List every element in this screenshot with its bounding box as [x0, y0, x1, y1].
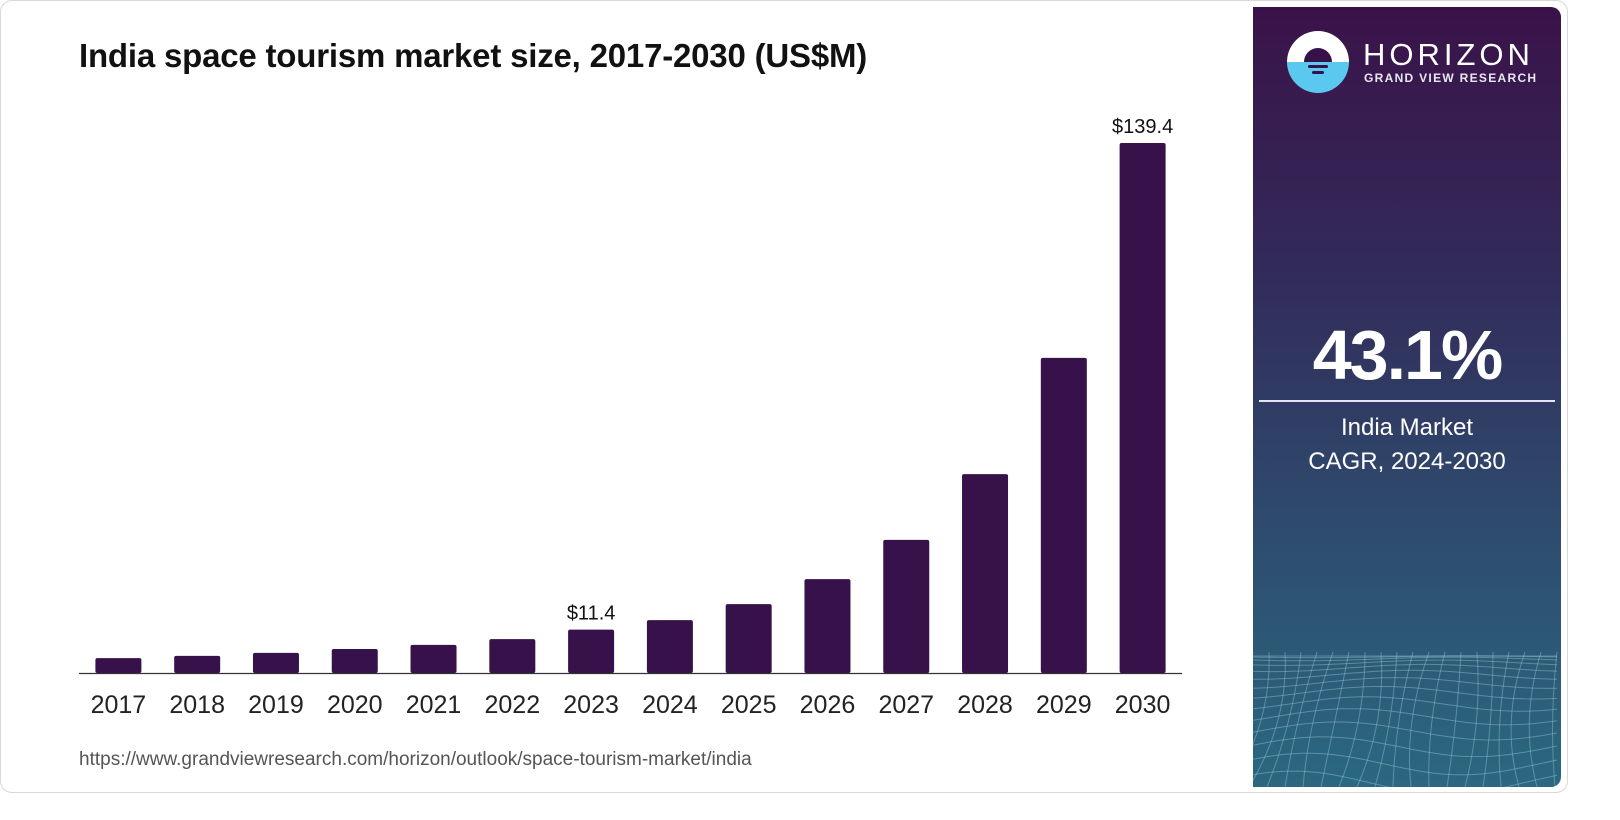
- bar-2026: [804, 579, 851, 673]
- mesh-line: [1338, 652, 1366, 787]
- bar-2025: [725, 604, 772, 673]
- bar-2030: [1119, 143, 1166, 673]
- x-tick-label: 2022: [485, 691, 541, 719]
- mesh-line: [1253, 708, 1558, 726]
- mesh-line: [1253, 736, 1558, 758]
- mesh-line: [1253, 652, 1270, 746]
- mesh-line: [1464, 652, 1479, 787]
- x-tick-label: 2028: [957, 691, 1013, 719]
- x-tick-label: 2025: [721, 691, 777, 719]
- bar-2022: [489, 639, 536, 673]
- mesh-line: [1302, 652, 1334, 787]
- mesh-line: [1253, 655, 1558, 659]
- chart-title: India space tourism market size, 2017-20…: [79, 37, 868, 74]
- bar-2021: [410, 644, 457, 673]
- mesh-line: [1482, 652, 1494, 787]
- x-tick-label: 2019: [248, 691, 304, 719]
- bar-2018: [174, 655, 221, 673]
- mesh-line: [1392, 652, 1414, 787]
- mesh-line: [1253, 752, 1558, 776]
- x-tick-label: 2018: [169, 691, 225, 719]
- bar-2028: [962, 474, 1009, 673]
- x-tick-label: 2026: [800, 691, 856, 719]
- mesh-line: [1253, 652, 1286, 782]
- bar-2019: [252, 652, 299, 673]
- mesh-line: [1510, 652, 1526, 787]
- mesh-line: [1409, 652, 1430, 787]
- bar-2029: [1040, 357, 1087, 673]
- horizon-sun-logo-icon: [1287, 31, 1349, 93]
- x-tick-label: 2017: [91, 691, 147, 719]
- chart-card: India space tourism market size, 2017-20…: [0, 0, 1568, 793]
- mesh-line: [1552, 652, 1558, 787]
- data-label-2023: $11.4: [567, 603, 616, 625]
- mesh-line: [1320, 652, 1350, 787]
- x-tick-label: 2020: [327, 691, 383, 719]
- brand-name: HORIZON: [1363, 37, 1534, 72]
- mesh-line: [1253, 663, 1558, 673]
- mesh-line: [1446, 652, 1462, 787]
- cagr-label-line1: India Market: [1340, 414, 1474, 441]
- bar-2017: [95, 658, 142, 673]
- mesh-line: [1253, 721, 1558, 741]
- mesh-line: [1253, 770, 1558, 787]
- mesh-line: [1253, 669, 1558, 680]
- mesh-line: [1374, 652, 1398, 787]
- bar-2027: [883, 539, 930, 673]
- mesh-line: [1356, 652, 1383, 787]
- divider: [1259, 400, 1555, 402]
- x-tick-label: 2029: [1036, 691, 1092, 719]
- sidebar-panel: HORIZON GRAND VIEW RESEARCH 43.1% India …: [1253, 7, 1561, 787]
- mesh-line: [1266, 652, 1302, 787]
- bar-chart: 2017 2018 2019 2020 2021 2022 2023 $11.4 2024 202…: [79, 116, 1182, 719]
- x-tick-label: 2021: [406, 691, 462, 719]
- data-label-2030: $139.4: [1112, 116, 1173, 138]
- cagr-value: 43.1%: [1312, 316, 1503, 394]
- x-tick-label: 2024: [642, 691, 698, 719]
- bar-2023: [568, 629, 615, 673]
- mesh-line: [1253, 696, 1558, 712]
- x-tick-label: 2027: [878, 691, 934, 719]
- mesh-line: [1253, 686, 1558, 700]
- x-tick-label: 2023: [563, 691, 619, 719]
- bar-2020: [331, 649, 378, 673]
- mesh-line: [1428, 652, 1446, 787]
- mesh-line: [1253, 677, 1558, 689]
- mesh-line: [1528, 652, 1542, 787]
- cagr-label-line2: CAGR, 2024-2030: [1308, 448, 1506, 475]
- x-tick-label: 2030: [1115, 691, 1171, 719]
- cagr-label: India Market CAGR, 2024-2030: [1253, 411, 1561, 479]
- brand-subtitle: GRAND VIEW RESEARCH: [1364, 71, 1538, 85]
- bar-2024: [646, 620, 693, 673]
- wave-mesh-decoration: [1253, 652, 1558, 787]
- mesh-line: [1253, 659, 1558, 666]
- mesh-line: [1498, 652, 1510, 787]
- mesh-line: [1284, 652, 1318, 787]
- source-url[interactable]: https://www.grandviewresearch.com/horizo…: [79, 749, 752, 770]
- mesh-line: [1253, 656, 1558, 662]
